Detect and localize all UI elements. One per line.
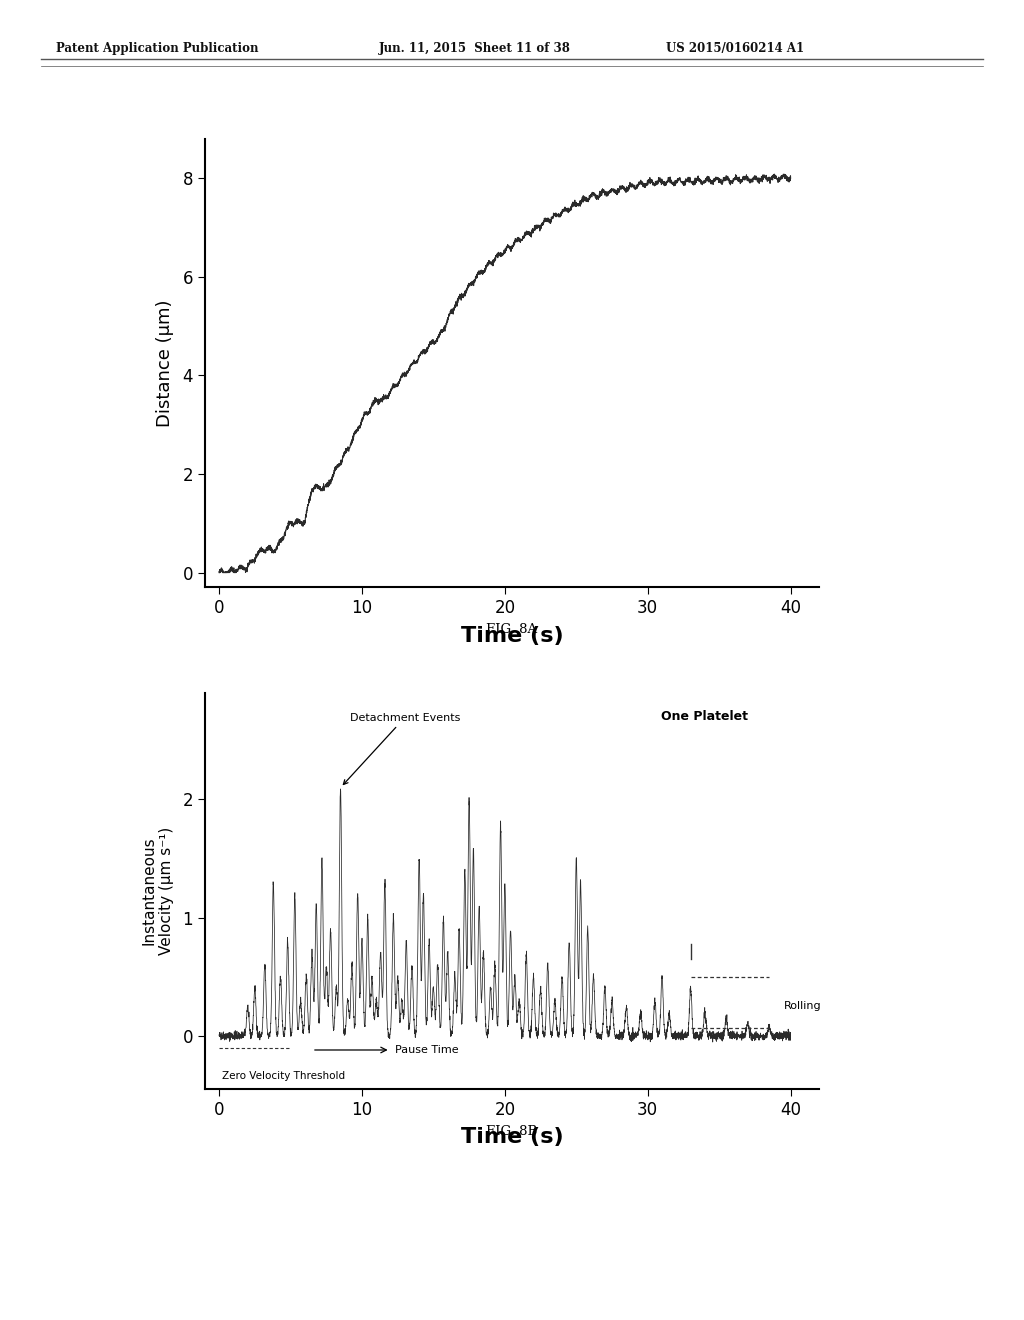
Text: US 2015/0160214 A1: US 2015/0160214 A1: [666, 42, 804, 55]
Text: FIG. 8A: FIG. 8A: [486, 623, 538, 636]
Y-axis label: Instantaneous
Velocity (μm s⁻¹): Instantaneous Velocity (μm s⁻¹): [141, 826, 174, 956]
Text: Detachment Events: Detachment Events: [343, 713, 460, 784]
Text: FIG. 8B: FIG. 8B: [486, 1125, 538, 1138]
Text: Pause Time: Pause Time: [395, 1045, 459, 1055]
Text: Zero Velocity Threshold: Zero Velocity Threshold: [222, 1072, 345, 1081]
Text: Rolling: Rolling: [783, 1002, 821, 1011]
Text: Patent Application Publication: Patent Application Publication: [56, 42, 259, 55]
Text: One Platelet: One Platelet: [660, 710, 748, 722]
X-axis label: Time (s): Time (s): [461, 626, 563, 645]
Text: Jun. 11, 2015  Sheet 11 of 38: Jun. 11, 2015 Sheet 11 of 38: [379, 42, 570, 55]
Y-axis label: Distance (μm): Distance (μm): [156, 300, 174, 426]
X-axis label: Time (s): Time (s): [461, 1127, 563, 1147]
